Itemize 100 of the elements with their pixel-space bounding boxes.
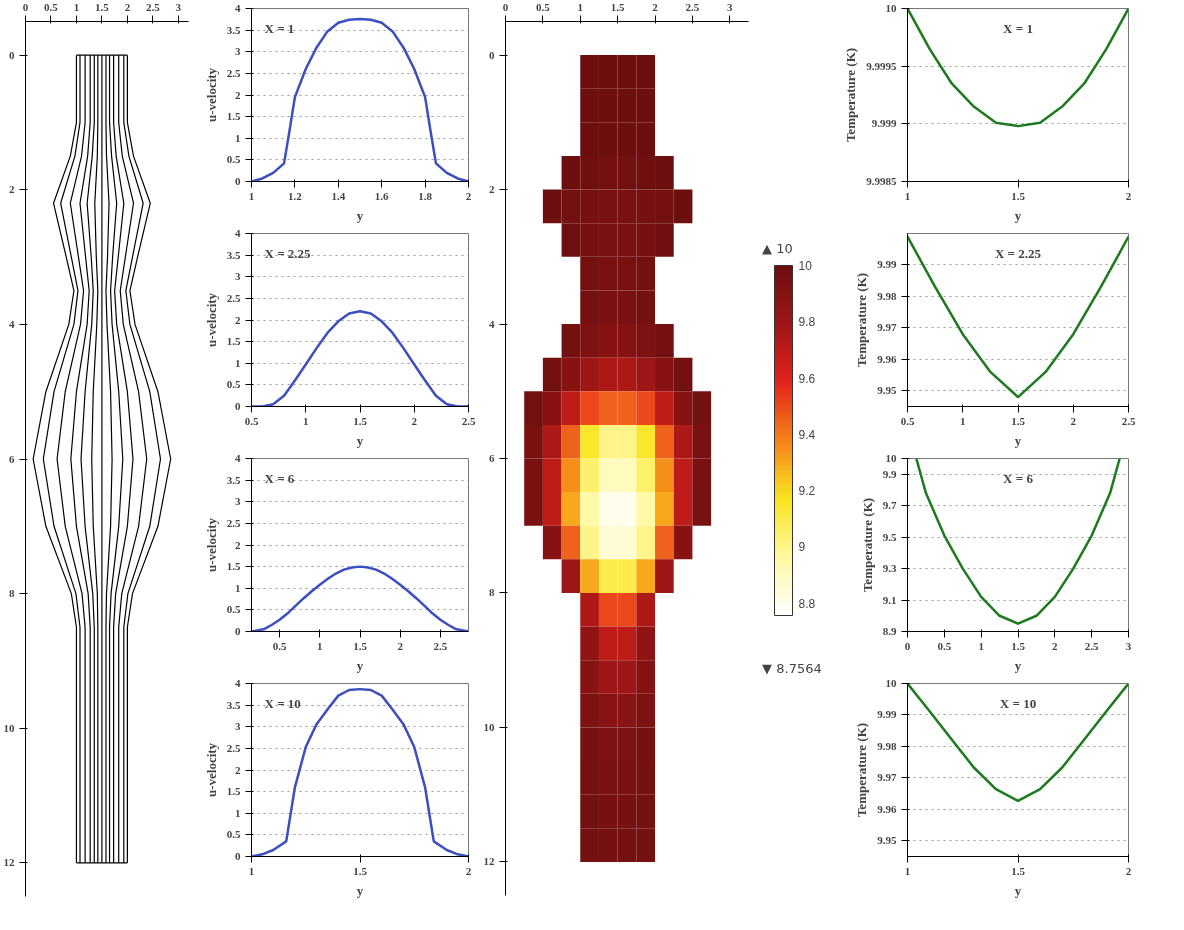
y-tick-label: 0 — [9, 48, 15, 61]
y-tick-label: 4 — [235, 2, 241, 14]
x-tick-label: 0 — [904, 639, 911, 652]
y-tick-label: 1.5 — [226, 110, 241, 123]
x-axis-title: y — [356, 657, 364, 673]
y-tick-label: 8.9 — [882, 625, 897, 637]
x-tick-label: 2.5 — [461, 414, 476, 427]
annotation: X = 10 — [999, 696, 1037, 712]
y-tick-label: 9.9 — [882, 467, 897, 480]
y-tick-label: 9.97 — [877, 771, 897, 784]
x-axis-title: y — [356, 882, 364, 898]
x-tick-label: 2 — [652, 0, 659, 13]
y-tick-label: 9.95 — [877, 384, 897, 397]
x-tick-label: 0 — [22, 0, 29, 13]
color-bar-label: 9.4 — [798, 427, 816, 442]
x-axis-title: y — [1014, 432, 1022, 448]
y-tick-label: 9.98 — [877, 739, 897, 752]
annotation: X = 6 — [264, 471, 295, 487]
annotation: X = 10 — [264, 696, 301, 712]
x-tick-label: 1.2 — [288, 189, 303, 202]
x-tick-label: 1.5 — [353, 414, 368, 427]
y-tick-label: 9.999 — [871, 117, 897, 130]
y-tick-label: 1.5 — [226, 335, 241, 348]
x-axis-title: y — [356, 432, 364, 448]
x-tick-label: 3 — [175, 0, 182, 13]
annotation: X = 1 — [1003, 21, 1033, 37]
x-tick-label: 2.5 — [685, 0, 700, 13]
x-tick-label: 2.5 — [1084, 639, 1100, 652]
x-tick-label: 1.5 — [353, 864, 368, 877]
y-tick-label: 2.5 — [226, 741, 241, 754]
x-tick-label: 1 — [303, 414, 309, 427]
y-tick-label: 12 — [3, 856, 15, 869]
y-tick-label: 9.7 — [882, 499, 897, 512]
x-tick-label: 2.5 — [1121, 414, 1136, 427]
y-tick-label: 4 — [235, 452, 241, 464]
y-tick-label: 6 — [489, 452, 495, 464]
annotation: X = 2.25 — [264, 246, 312, 262]
y-axis-title: u-velocity — [203, 742, 219, 798]
color-bar-label: 9.2 — [798, 484, 816, 499]
x-tick-label: 1 — [978, 639, 984, 652]
x-tick-label: 2.5 — [145, 0, 161, 13]
x-tick-label: 1 — [904, 189, 911, 202]
y-tick-label: 9.9985 — [866, 175, 897, 187]
y-tick-label: 3 — [235, 720, 241, 733]
y-tick-label: 1.5 — [226, 560, 241, 573]
y-tick-label: 0.5 — [226, 153, 241, 166]
x-tick-label: 2 — [411, 414, 418, 427]
x-tick-label: 1 — [248, 864, 255, 877]
x-axis-title: y — [1014, 207, 1022, 223]
y-axis-title: u-velocity — [203, 67, 219, 123]
color-bar-label: 8.8 — [798, 596, 816, 611]
color-bar-label: 9.8 — [798, 315, 816, 330]
y-tick-label: 9.9995 — [866, 59, 897, 72]
x-tick-label: 0.5 — [44, 0, 59, 13]
x-tick-label: 0.5 — [272, 639, 287, 652]
x-tick-label: 2 — [465, 864, 472, 877]
x-tick-label: 2 — [465, 189, 472, 202]
annotation: X = 1 — [264, 21, 295, 37]
y-tick-label: 4 — [489, 317, 495, 330]
y-tick-label: 8 — [9, 587, 15, 600]
x-tick-label: 1.4 — [331, 189, 346, 202]
x-tick-label: 1.5 — [1011, 189, 1026, 202]
x-tick-label: 1.5 — [610, 0, 626, 13]
y-tick-label: 2 — [235, 88, 241, 101]
y-tick-label: 2 — [235, 313, 241, 326]
y-axis-title: Temperature (K) — [854, 722, 870, 818]
y-tick-label: 0 — [235, 850, 241, 862]
x-axis-title: y — [1014, 882, 1022, 898]
y-tick-label: 1 — [235, 806, 241, 819]
y-tick-label: 3.5 — [226, 473, 241, 486]
annotation: X = 2.25 — [994, 246, 1042, 262]
y-tick-label: 1 — [235, 356, 241, 369]
y-tick-label: 0.5 — [226, 603, 241, 616]
y-tick-label: 0 — [489, 48, 495, 61]
y-axis-title: Temperature (K) — [843, 47, 859, 143]
y-axis-title: Temperature (K) — [854, 272, 870, 368]
x-tick-label: 1 — [577, 0, 584, 13]
x-tick-label: 2 — [1125, 864, 1132, 877]
x-tick-label: 2 — [1070, 414, 1077, 427]
y-tick-label: 9.98 — [877, 289, 897, 302]
y-tick-label: 3.5 — [226, 248, 241, 261]
y-tick-label: 2.5 — [226, 516, 241, 529]
y-tick-label: 6 — [9, 452, 15, 465]
x-tick-label: 2 — [1052, 639, 1059, 652]
x-tick-label: 1.5 — [95, 0, 110, 13]
color-bar-label: 9 — [798, 540, 806, 555]
y-tick-label: 9.96 — [877, 802, 897, 815]
y-tick-label: 10 — [885, 677, 897, 689]
x-tick-label: 1 — [317, 639, 323, 652]
y-tick-label: 9.1 — [882, 593, 897, 606]
text: ▲ 10 — [762, 241, 793, 257]
y-axis-title: u-velocity — [203, 292, 219, 348]
x-tick-label: 1.5 — [1011, 864, 1026, 877]
x-tick-label: 1.5 — [1011, 639, 1026, 652]
y-tick-label: 1 — [235, 131, 241, 144]
y-tick-label: 9.96 — [877, 352, 897, 365]
y-tick-label: 8 — [489, 586, 495, 599]
x-tick-label: 3 — [727, 0, 734, 13]
x-tick-label: 0 — [502, 0, 509, 13]
x-tick-label: 2.5 — [433, 639, 448, 652]
